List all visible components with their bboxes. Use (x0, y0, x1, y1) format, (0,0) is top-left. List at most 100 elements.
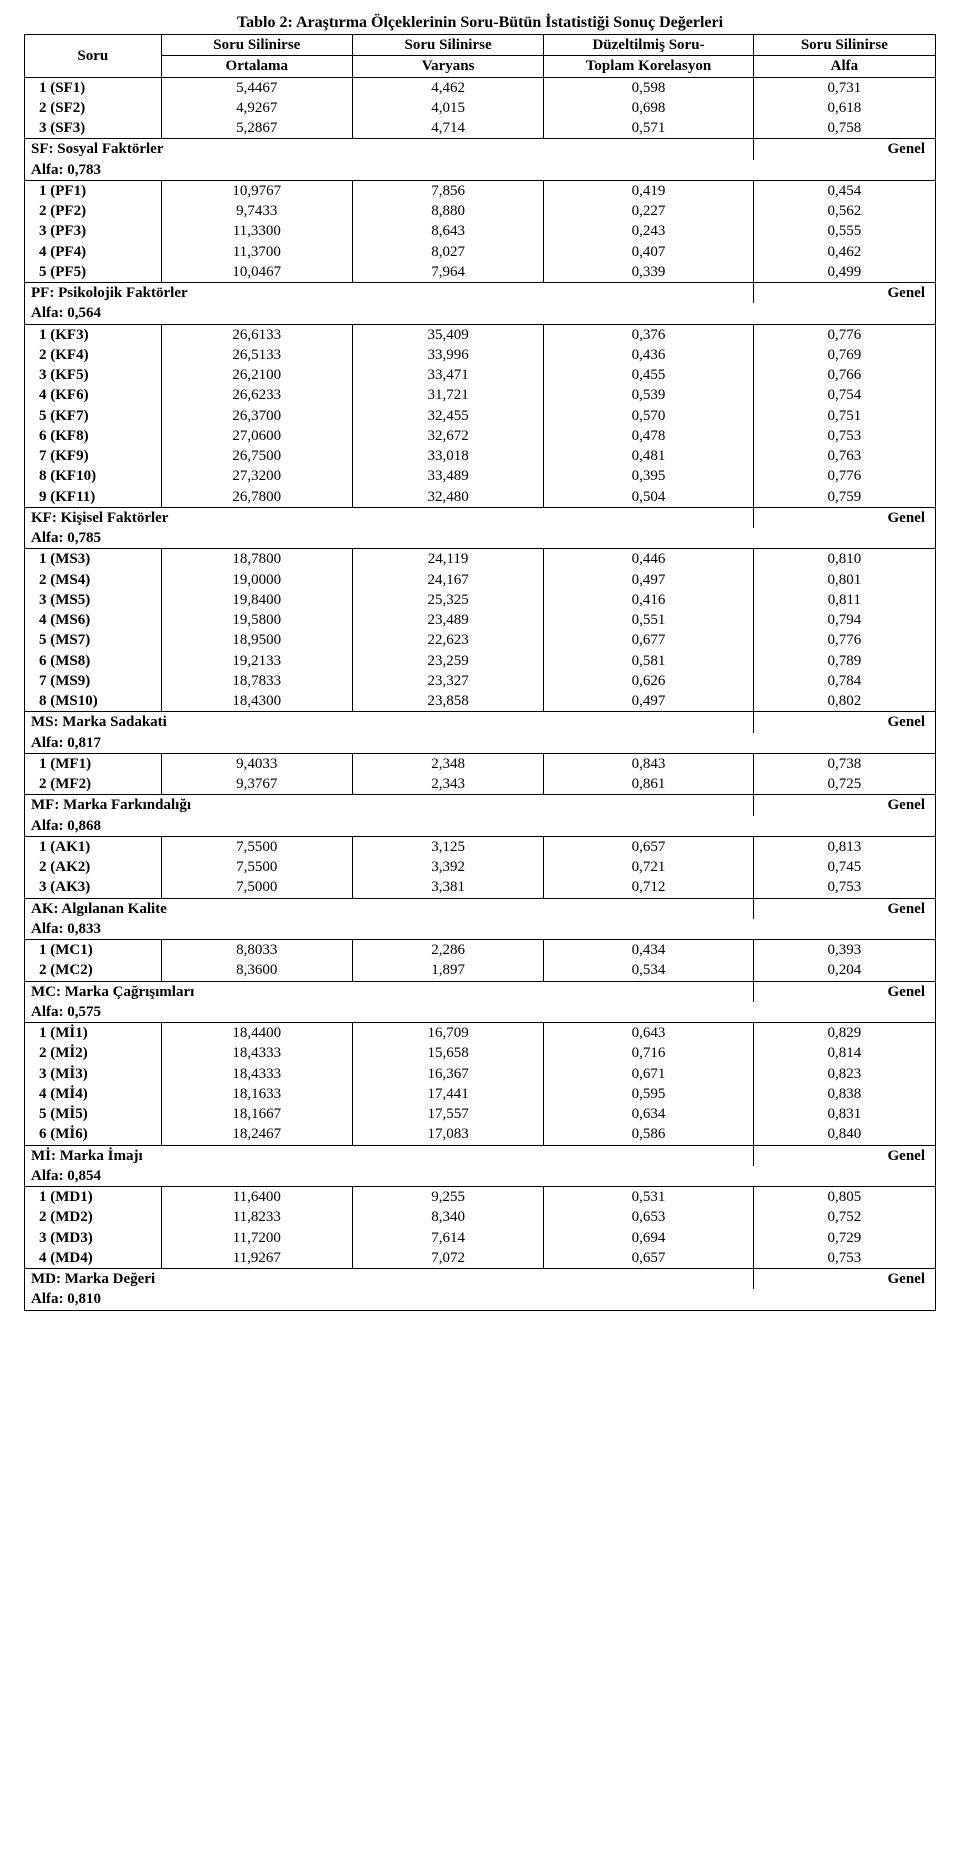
cell-value: 19,2133 (161, 651, 352, 671)
table-row: 2 (MD2)11,82338,3400,6530,752 (25, 1207, 936, 1227)
cell-value: 0,769 (753, 345, 935, 365)
cell-value: 0,539 (544, 385, 754, 405)
cell-value: 0,758 (753, 118, 935, 139)
cell-soru: 5 (KF7) (25, 406, 162, 426)
cell-value: 0,395 (544, 466, 754, 486)
cell-value: 0,721 (544, 857, 754, 877)
cell-value: 0,531 (544, 1187, 754, 1208)
cell-value: 0,497 (544, 570, 754, 590)
cell-soru: 5 (MS7) (25, 630, 162, 650)
table-row: 1 (SF1)5,44674,4620,5980,731 (25, 77, 936, 98)
table-row: 1 (KF3)26,613335,4090,3760,776 (25, 324, 936, 345)
cell-value: 0,419 (544, 180, 754, 201)
section-alfa-row: Alfa: 0,817 (25, 733, 936, 754)
cell-value: 1,897 (352, 960, 543, 981)
cell-value: 9,3767 (161, 774, 352, 795)
cell-value: 0,376 (544, 324, 754, 345)
cell-value: 0,677 (544, 630, 754, 650)
table-row: 2 (AK2)7,55003,3920,7210,745 (25, 857, 936, 877)
cell-value: 11,9267 (161, 1248, 352, 1269)
cell-soru: 8 (MS10) (25, 691, 162, 712)
table-row: 4 (MS6)19,580023,4890,5510,794 (25, 610, 936, 630)
cell-value: 26,3700 (161, 406, 352, 426)
cell-value: 0,481 (544, 446, 754, 466)
cell-value: 23,327 (352, 671, 543, 691)
cell-value: 0,814 (753, 1043, 935, 1063)
cell-value: 33,489 (352, 466, 543, 486)
section-alfa: Alfa: 0,868 (25, 816, 936, 837)
table-title: Tablo 2: Araştırma Ölçeklerinin Soru-Büt… (24, 14, 936, 32)
table-row: 4 (Mİ4)18,163317,4410,5950,838 (25, 1084, 936, 1104)
cell-value: 16,709 (352, 1023, 543, 1044)
cell-soru: 1 (SF1) (25, 77, 162, 98)
cell-soru: 2 (MC2) (25, 960, 162, 981)
cell-value: 26,7500 (161, 446, 352, 466)
cell-value: 25,325 (352, 590, 543, 610)
cell-value: 3,392 (352, 857, 543, 877)
cell-value: 0,813 (753, 836, 935, 857)
header-korelasyon-bot: Toplam Korelasyon (544, 56, 754, 77)
section-alfa: Alfa: 0,785 (25, 528, 936, 549)
cell-soru: 4 (KF6) (25, 385, 162, 405)
table-row: 4 (MD4)11,92677,0720,6570,753 (25, 1248, 936, 1269)
cell-value: 0,227 (544, 201, 754, 221)
cell-value: 7,5000 (161, 877, 352, 898)
header-korelasyon-top: Düzeltilmiş Soru- (544, 35, 754, 56)
cell-value: 0,838 (753, 1084, 935, 1104)
cell-value: 0,725 (753, 774, 935, 795)
cell-value: 0,497 (544, 691, 754, 712)
cell-value: 9,4033 (161, 753, 352, 774)
cell-soru: 4 (PF4) (25, 242, 162, 262)
cell-value: 0,752 (753, 1207, 935, 1227)
cell-value: 17,557 (352, 1104, 543, 1124)
table-row: 1 (MD1)11,64009,2550,5310,805 (25, 1187, 936, 1208)
cell-value: 19,5800 (161, 610, 352, 630)
table-row: 3 (MS5)19,840025,3250,4160,811 (25, 590, 936, 610)
table-row: 2 (MS4)19,000024,1670,4970,801 (25, 570, 936, 590)
cell-soru: 1 (MF1) (25, 753, 162, 774)
cell-soru: 3 (PF3) (25, 221, 162, 241)
cell-value: 0,570 (544, 406, 754, 426)
cell-value: 8,340 (352, 1207, 543, 1227)
cell-value: 32,455 (352, 406, 543, 426)
cell-value: 18,4400 (161, 1023, 352, 1044)
cell-soru: 9 (KF11) (25, 487, 162, 508)
section-genel: Genel (753, 898, 935, 919)
cell-value: 0,595 (544, 1084, 754, 1104)
table-row: 1 (MC1)8,80332,2860,4340,393 (25, 940, 936, 961)
cell-value: 0,784 (753, 671, 935, 691)
cell-value: 26,6233 (161, 385, 352, 405)
cell-soru: 3 (Mİ3) (25, 1064, 162, 1084)
header-soru: Soru (25, 35, 162, 78)
cell-value: 0,671 (544, 1064, 754, 1084)
cell-value: 32,480 (352, 487, 543, 508)
cell-value: 0,446 (544, 549, 754, 570)
header-ortalama-top: Soru Silinirse (161, 35, 352, 56)
cell-value: 8,643 (352, 221, 543, 241)
cell-value: 0,731 (753, 77, 935, 98)
cell-value: 9,255 (352, 1187, 543, 1208)
cell-value: 26,5133 (161, 345, 352, 365)
cell-value: 0,618 (753, 98, 935, 118)
cell-value: 4,9267 (161, 98, 352, 118)
section-alfa-row: Alfa: 0,783 (25, 160, 936, 181)
cell-value: 16,367 (352, 1064, 543, 1084)
cell-value: 0,805 (753, 1187, 935, 1208)
cell-value: 19,8400 (161, 590, 352, 610)
cell-value: 0,843 (544, 753, 754, 774)
cell-value: 0,571 (544, 118, 754, 139)
cell-soru: 2 (PF2) (25, 201, 162, 221)
cell-soru: 3 (MD3) (25, 1228, 162, 1248)
section-alfa-row: Alfa: 0,868 (25, 816, 936, 837)
cell-value: 11,6400 (161, 1187, 352, 1208)
cell-value: 24,119 (352, 549, 543, 570)
table-row: 7 (MS9)18,783323,3270,6260,784 (25, 671, 936, 691)
section-label-row: MD: Marka DeğeriGenel (25, 1269, 936, 1290)
cell-value: 0,551 (544, 610, 754, 630)
cell-value: 0,434 (544, 940, 754, 961)
cell-value: 18,2467 (161, 1124, 352, 1145)
table-row: 3 (KF5)26,210033,4710,4550,766 (25, 365, 936, 385)
table-row: 5 (Mİ5)18,166717,5570,6340,831 (25, 1104, 936, 1124)
cell-value: 0,243 (544, 221, 754, 241)
cell-value: 7,856 (352, 180, 543, 201)
